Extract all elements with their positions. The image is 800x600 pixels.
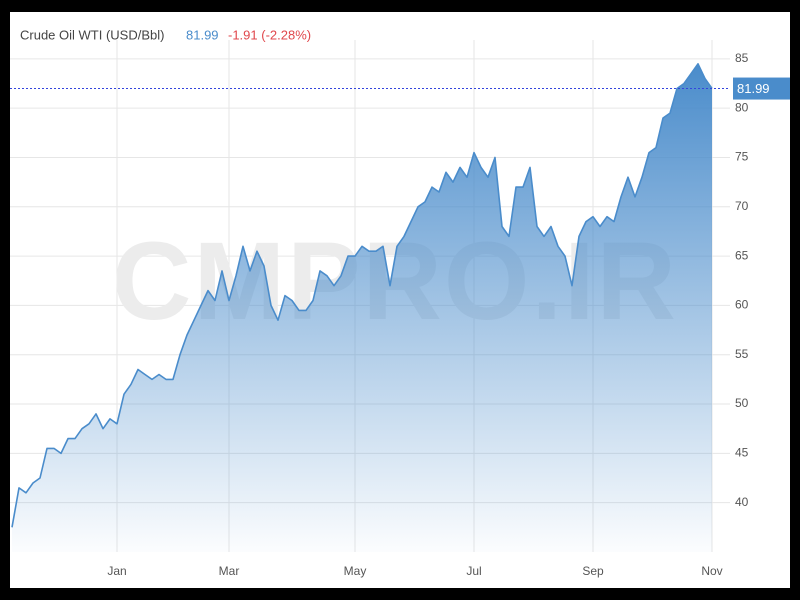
x-tick-label: Mar: [219, 564, 240, 578]
x-tick-label: Jul: [466, 564, 481, 578]
last-price: 81.99: [186, 27, 219, 42]
y-tick-label: 85: [735, 51, 749, 65]
last-price-box: [733, 77, 790, 100]
y-tick-label: 40: [735, 495, 749, 509]
y-tick-label: 80: [735, 100, 749, 114]
x-tick-label: Nov: [701, 564, 722, 578]
y-tick-label: 75: [735, 150, 749, 164]
y-tick-label: 50: [735, 396, 749, 410]
y-tick-label: 70: [735, 199, 749, 213]
y-tick-label: 65: [735, 248, 749, 262]
y-tick-label: 45: [735, 446, 749, 460]
y-tick-label: 55: [735, 347, 749, 361]
y-tick-label: 60: [735, 298, 749, 312]
line: [11, 63, 713, 528]
chart-title: Crude Oil WTI (USD/Bbl): [20, 27, 164, 42]
area: [12, 63, 712, 553]
last-price-label: 81.99: [737, 81, 770, 96]
x-tick-label: Sep: [582, 564, 604, 578]
x-tick-label: May: [344, 564, 367, 578]
x-tick-label: Jan: [107, 564, 126, 578]
price-change: -1.91 (-2.28%): [228, 27, 311, 42]
